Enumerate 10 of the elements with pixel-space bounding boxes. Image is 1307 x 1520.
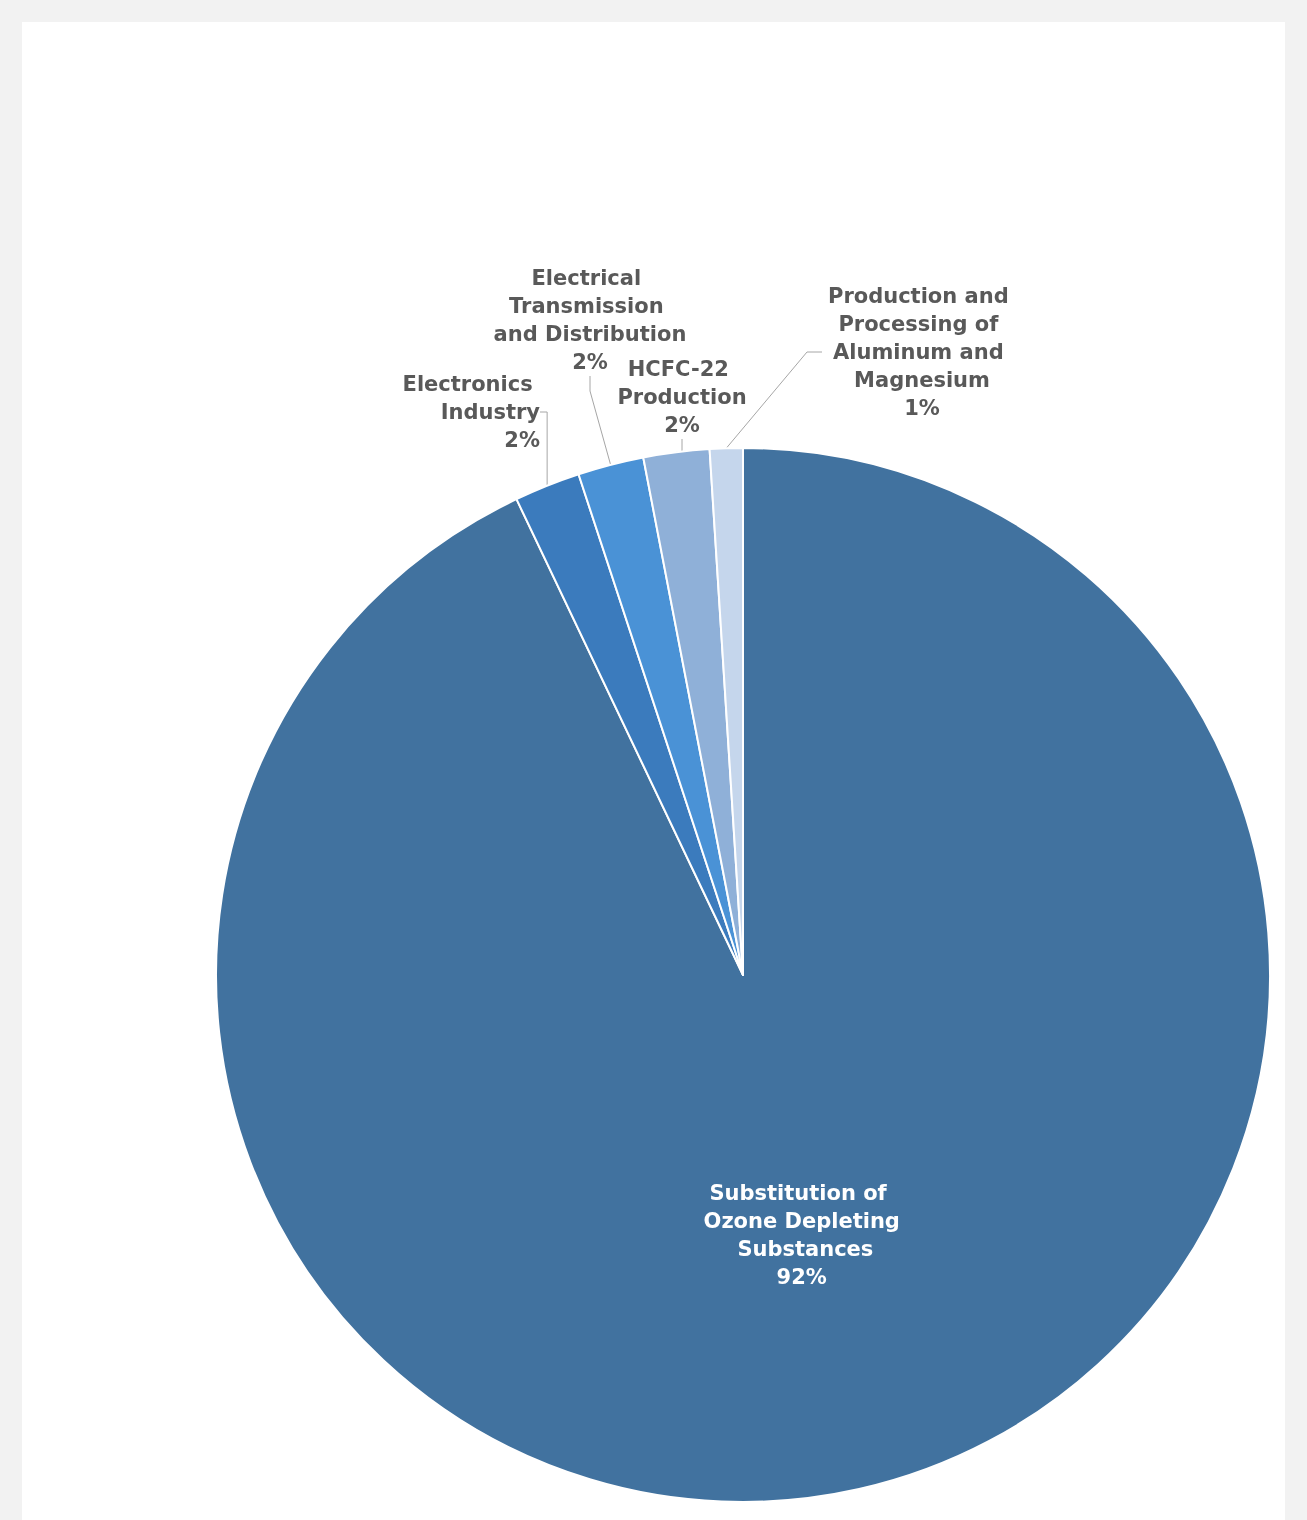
slice-label: Production and Processing of Aluminum and Magnesium (828, 284, 1016, 392)
data-label: 2% (504, 428, 540, 452)
slice-label: HCFC-22 Production (617, 357, 747, 409)
slice-label: Electronics Industry (402, 372, 541, 424)
data-label: 1% (904, 396, 940, 420)
data-label: 92% (776, 1264, 827, 1289)
data-label: 2% (572, 350, 608, 374)
slice-label: Substitution of Ozone Depleting Substances (703, 1180, 900, 1261)
data-label: 2% (664, 413, 700, 437)
slice-label: Electrical Transmission and Distribution (493, 266, 687, 346)
